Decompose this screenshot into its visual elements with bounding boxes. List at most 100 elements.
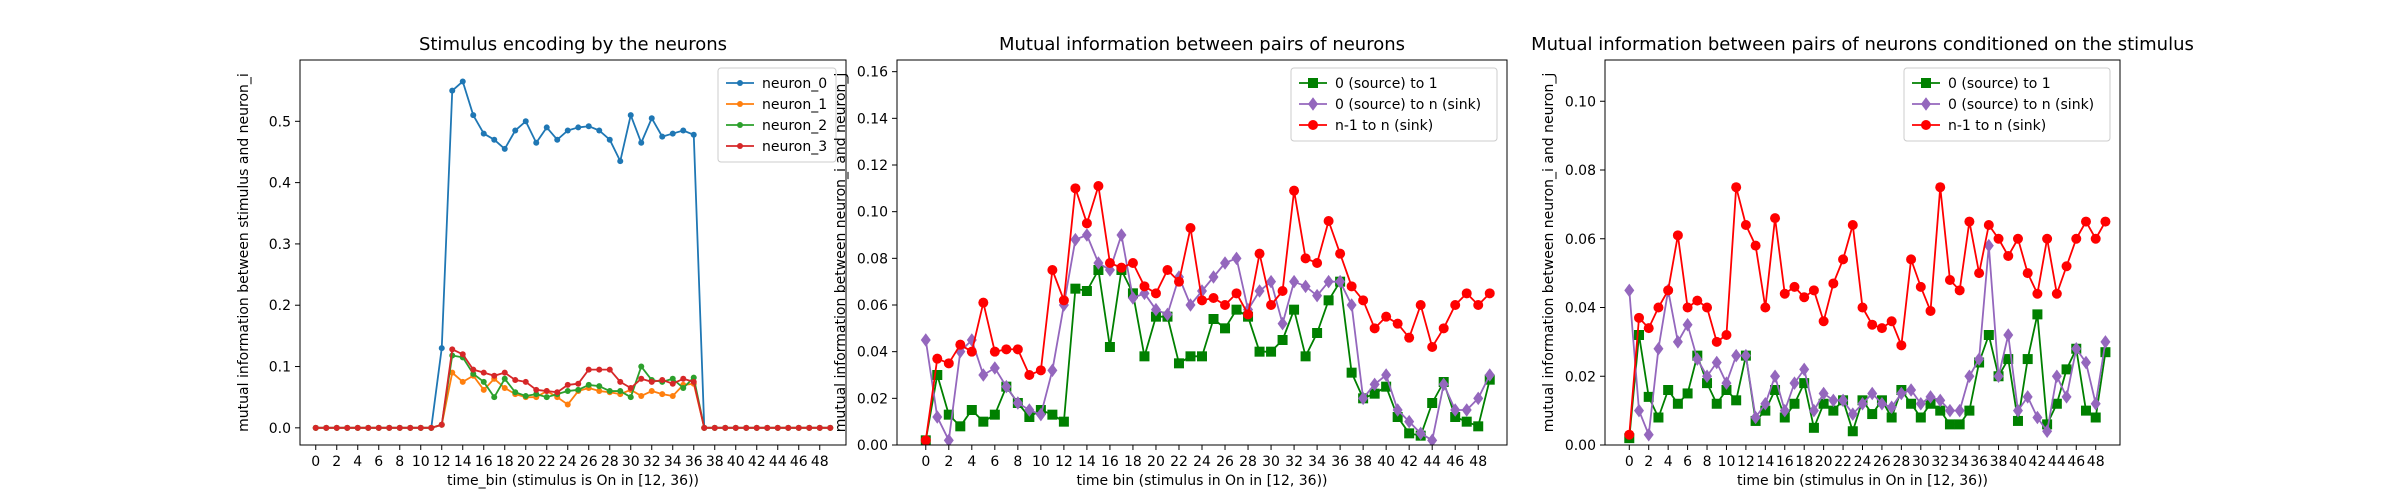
data-point [1173, 358, 1184, 369]
data-point [1634, 403, 1645, 418]
data-point [596, 127, 603, 134]
data-point [1915, 412, 1926, 423]
chart-panel-2: Mutual information between pairs of neur… [833, 34, 1508, 489]
data-point [989, 361, 1000, 375]
data-point [827, 424, 834, 431]
data-point [764, 424, 771, 431]
x-tick-label: 0 [311, 454, 320, 470]
data-point [1799, 362, 1810, 377]
data-point [2051, 398, 2062, 409]
x-tick-label: 28 [1239, 454, 1257, 470]
data-point [1185, 351, 1196, 362]
legend-entry-3: n-1 to n (sink) [1335, 118, 1433, 134]
x-tick-label: 2 [944, 454, 953, 470]
data-point [1964, 216, 1975, 227]
data-point [2090, 233, 2101, 244]
data-point [533, 386, 540, 393]
data-point [1484, 288, 1495, 299]
data-point [1266, 300, 1277, 310]
data-point [627, 394, 634, 401]
data-point [2080, 405, 2091, 416]
data-point [1682, 317, 1693, 332]
data-point [1847, 407, 1858, 421]
data-point [1024, 403, 1035, 417]
legend-marker-1 [737, 80, 743, 86]
data-point [1993, 369, 2004, 383]
data-point [1473, 421, 1484, 432]
data-point [1277, 335, 1288, 345]
x-tick-label: 42 [1400, 454, 1418, 470]
data-point [1944, 403, 1955, 418]
data-point [1857, 397, 1868, 411]
x-tick-label: 4 [353, 454, 362, 470]
x-tick-label: 26 [1873, 454, 1891, 470]
data-point [596, 388, 603, 395]
y-tick-label: 0.10 [857, 205, 888, 221]
x-tick-label: 24 [559, 454, 577, 470]
data-point [1369, 388, 1380, 399]
data-point [1058, 416, 1069, 427]
x-tick-label: 46 [790, 454, 808, 470]
data-point [564, 381, 571, 388]
data-point [2032, 309, 2043, 320]
data-point [1001, 379, 1012, 394]
data-point [1624, 283, 1635, 298]
data-point [386, 424, 393, 431]
legend-box [717, 67, 837, 163]
data-point [2042, 233, 2053, 244]
data-point [1682, 388, 1693, 399]
x-tick-label: 18 [496, 454, 514, 470]
x-tick-label: 4 [967, 454, 976, 470]
data-point [344, 424, 351, 431]
data-point [1116, 228, 1127, 242]
x-tick-label: 32 [1285, 454, 1303, 470]
data-point [659, 133, 666, 140]
data-point [1731, 182, 1742, 193]
x-tick-label: 8 [1013, 454, 1022, 470]
legend-entry-1: neuron_0 [762, 76, 827, 92]
data-point [1404, 414, 1415, 429]
data-point [1653, 342, 1664, 356]
data-point [1404, 428, 1415, 439]
x-tick-label: 36 [1970, 454, 1988, 470]
data-point [2022, 354, 2033, 365]
chart-title: Stimulus encoding by the neurons [419, 34, 727, 55]
data-point [543, 388, 550, 395]
x-tick-label: 40 [2009, 454, 2027, 470]
data-point [1381, 381, 1392, 392]
data-point [638, 139, 645, 146]
data-point [428, 424, 435, 431]
data-point [1935, 393, 1946, 408]
data-point [1896, 386, 1907, 401]
data-point [2032, 410, 2043, 425]
data-point [564, 401, 571, 408]
data-point [2061, 390, 2072, 404]
plot-area [312, 78, 834, 431]
x-tick-label: 40 [1377, 454, 1395, 470]
data-point [1035, 365, 1046, 376]
data-point [1867, 409, 1878, 420]
data-point [2003, 354, 2014, 365]
x-tick-label: 0 [1625, 454, 1634, 470]
data-point [480, 130, 487, 137]
data-point [701, 424, 708, 431]
data-point [1277, 316, 1288, 331]
data-point [920, 435, 931, 445]
legend-entry-1: 0 (source) to 1 [1335, 76, 1438, 92]
data-point [978, 416, 989, 427]
data-point [2003, 328, 2014, 342]
y-tick-label: 0.02 [1565, 369, 1596, 385]
legend: neuron_0 neuron_1 neuron_2 neuron_3 [717, 67, 837, 163]
data-point [943, 358, 954, 369]
data-point [1808, 403, 1819, 418]
legend-entry-2: 0 (source) to n (sink) [1948, 97, 2094, 113]
data-point [491, 394, 498, 401]
y-tick-label: 0.16 [857, 65, 888, 81]
x-tick-label: 34 [664, 454, 682, 470]
data-point [955, 421, 966, 432]
data-point [1289, 185, 1300, 196]
data-point [1808, 422, 1819, 433]
data-point [690, 374, 697, 381]
data-point [491, 136, 498, 143]
data-point [1266, 346, 1277, 357]
